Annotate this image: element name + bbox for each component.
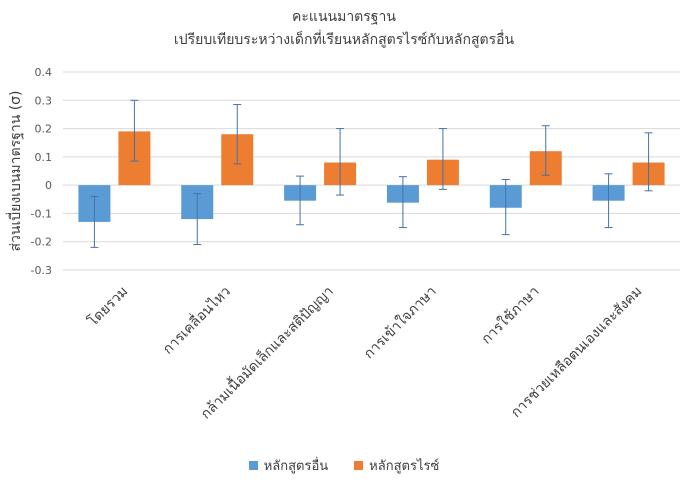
bar-chart: 0.4 0.3 0.2 0.1 0 -0.1 -0.2 -0.3 ส่วนเบี่ยงเบนมา… <box>6 66 680 422</box>
legend-label-other: หลักสูตรอื่น <box>263 459 329 474</box>
chart-subtitle: เปรียบเทียบระหว่างเด็กที่เรียนหลักสูตรไร… <box>173 32 515 48</box>
y-tick-label: -0.2 <box>31 236 52 249</box>
y-tick-label: -0.1 <box>31 207 52 220</box>
category-label: การเข้าใจภาษา <box>360 283 439 362</box>
legend-item-rise: หลักสูตรไรซ์ <box>354 455 439 476</box>
y-tick-label: 0.3 <box>35 94 53 107</box>
y-tick-label: 0.2 <box>35 123 53 136</box>
legend-swatch-other <box>248 461 258 470</box>
y-tick-label: -0.3 <box>31 264 52 277</box>
y-tick-label: 0.1 <box>35 151 53 164</box>
y-tick-label: 0 <box>45 179 52 192</box>
category-label: โดยรวม <box>84 283 131 330</box>
legend-swatch-rise <box>354 461 364 470</box>
y-axis-label: ส่วนเบี่ยงเบนมาตรฐาน (σ) <box>6 90 24 251</box>
category-label: การใช้ภาษา <box>478 283 543 348</box>
legend: หลักสูตรอื่น หลักสูตรไรซ์ <box>0 455 688 476</box>
y-tick-label: 0.4 <box>35 66 53 79</box>
chart-title: คะแนนมาตรฐาน <box>292 9 396 25</box>
legend-label-rise: หลักสูตรไรซ์ <box>369 459 440 474</box>
legend-item-other: หลักสูตรอื่น <box>248 455 329 476</box>
category-label: การเคลื่อนไหว <box>159 282 234 357</box>
